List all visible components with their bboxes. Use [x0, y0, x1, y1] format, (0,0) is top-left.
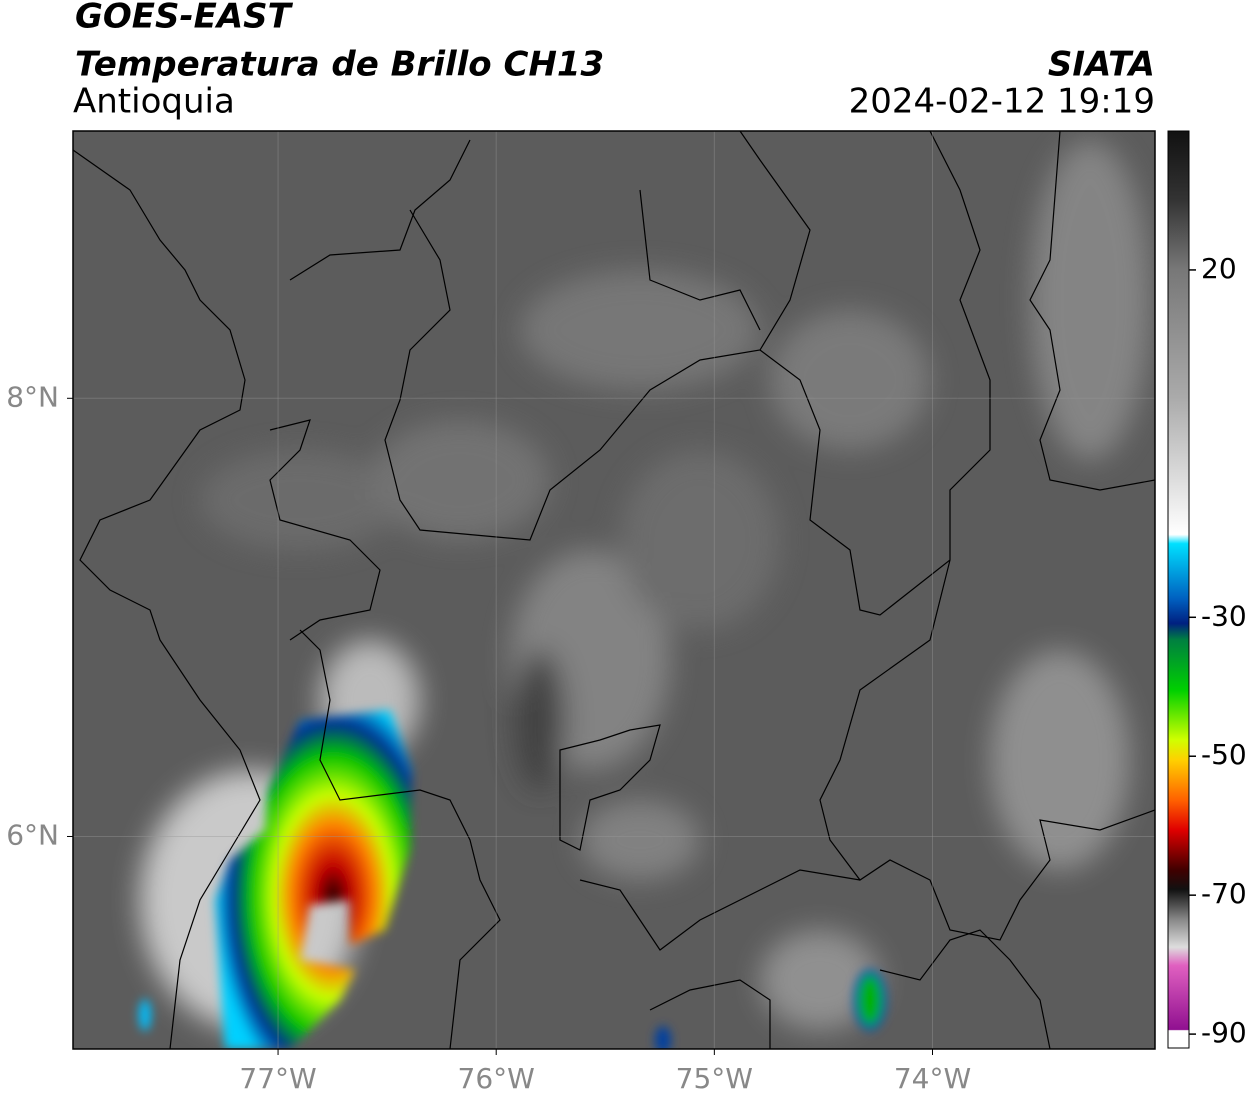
y-tick-label: 6°N: [6, 818, 59, 851]
colorbar-tick-label: -70: [1201, 877, 1247, 910]
region: Antioquia: [73, 82, 235, 122]
x-tick-label: 77°W: [239, 1062, 316, 1095]
colorbar-tick-label: -50: [1201, 738, 1247, 771]
x-tick-label: 75°W: [676, 1062, 753, 1095]
map-frame: [72, 130, 1156, 1050]
x-tick-label: 76°W: [458, 1062, 535, 1095]
colorbar-tick-label: -30: [1201, 599, 1247, 632]
grid: [73, 131, 1155, 1049]
x-tick-label: 74°W: [894, 1062, 971, 1095]
y-tick-label: 8°N: [6, 380, 59, 413]
colorbar-tick-label: -90: [1201, 1016, 1247, 1049]
subtitle: Temperatura de Brillo CH13: [75, 45, 604, 85]
datetime: 2024-02-12 19:19: [849, 82, 1155, 122]
map-image: [73, 131, 1155, 1049]
colorbar-tick-label: 20: [1201, 252, 1237, 285]
source: SIATA: [1048, 45, 1155, 85]
title: GOES-EAST: [75, 0, 294, 37]
colorbar: [1167, 130, 1190, 1049]
